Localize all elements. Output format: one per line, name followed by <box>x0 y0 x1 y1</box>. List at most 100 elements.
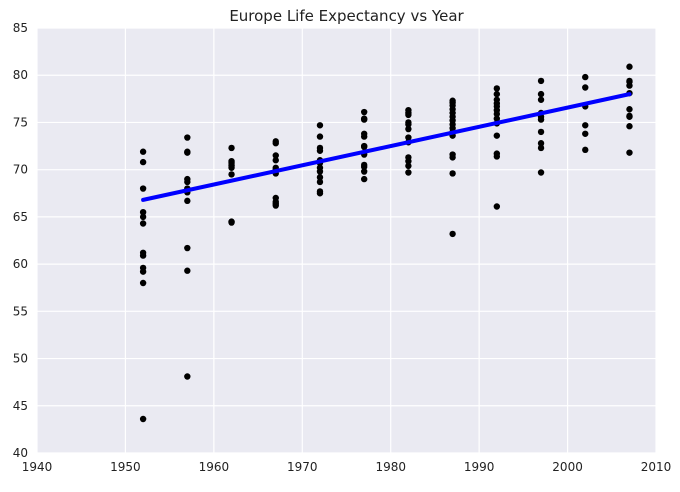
data-point <box>537 144 545 152</box>
data-point <box>493 132 501 139</box>
y-tick-label: 70 <box>13 163 28 177</box>
data-point <box>493 90 501 98</box>
data-point <box>139 208 147 216</box>
data-point <box>139 158 147 166</box>
data-point <box>228 157 235 165</box>
data-point <box>537 169 545 176</box>
data-point <box>626 149 633 156</box>
data-point <box>228 144 235 152</box>
data-point <box>582 130 589 137</box>
data-point <box>405 154 412 161</box>
data-point <box>360 161 368 169</box>
data-point <box>139 213 147 221</box>
plot-area <box>37 28 656 453</box>
data-point <box>139 249 147 256</box>
data-point <box>360 168 368 175</box>
data-point <box>184 175 191 183</box>
data-point <box>405 119 412 126</box>
y-tick-label: 50 <box>13 352 28 366</box>
data-point <box>537 96 545 103</box>
data-point <box>449 151 456 158</box>
data-point <box>360 142 368 150</box>
data-point <box>272 138 279 145</box>
x-axis-ticks: 1940 1950 1960 1970 1980 1990 2000 2010 <box>22 460 672 474</box>
data-point <box>228 218 235 225</box>
y-tick-label: 80 <box>13 68 28 82</box>
y-tick-label: 60 <box>13 257 28 271</box>
data-point <box>360 115 368 122</box>
x-tick-label: 1980 <box>375 460 406 474</box>
data-point <box>316 122 324 129</box>
data-point <box>537 77 545 85</box>
data-point <box>139 220 147 227</box>
y-tick-label: 85 <box>13 21 28 35</box>
data-point <box>316 178 324 186</box>
data-point <box>449 97 456 104</box>
data-point <box>272 194 279 202</box>
data-point <box>537 140 545 147</box>
chart-title: Europe Life Expectancy vs Year <box>229 7 464 25</box>
data-point <box>493 115 501 122</box>
data-point <box>405 125 412 133</box>
y-tick-label: 45 <box>13 399 28 413</box>
data-point <box>582 146 589 154</box>
x-tick-label: 1990 <box>464 460 495 474</box>
grid-lines <box>36 27 657 454</box>
regression-line <box>141 92 632 202</box>
data-point <box>184 148 191 155</box>
data-point <box>316 133 324 140</box>
x-tick-label: 1970 <box>287 460 318 474</box>
data-point <box>139 415 147 423</box>
data-point <box>626 63 633 70</box>
data-point <box>626 106 633 113</box>
data-point <box>582 84 589 91</box>
data-point <box>493 150 501 157</box>
data-point <box>139 264 147 272</box>
data-point <box>184 197 191 205</box>
data-point <box>184 244 191 252</box>
x-tick-label: 1940 <box>22 460 53 474</box>
x-tick-label: 2000 <box>552 460 583 474</box>
x-tick-label: 2010 <box>641 460 672 474</box>
data-point <box>582 73 589 81</box>
data-point <box>582 122 589 129</box>
data-point <box>537 128 545 136</box>
data-point <box>493 96 501 103</box>
y-tick-label: 40 <box>13 446 28 460</box>
data-point <box>184 134 191 141</box>
data-point <box>405 106 412 114</box>
y-tick-label: 55 <box>13 304 28 318</box>
data-point <box>272 152 279 159</box>
y-axis-ticks: 40 45 50 55 60 65 70 75 80 85 <box>13 21 28 460</box>
data-point <box>626 77 633 85</box>
data-point <box>493 85 501 92</box>
data-point <box>537 90 545 98</box>
data-point <box>316 174 324 181</box>
data-point <box>626 112 633 120</box>
data-point <box>360 130 368 137</box>
data-point <box>360 108 368 116</box>
data-point <box>316 164 324 171</box>
data-point <box>139 185 147 192</box>
data-point <box>449 170 456 177</box>
x-tick-label: 1950 <box>110 460 141 474</box>
data-point <box>272 157 279 164</box>
data-point <box>139 148 147 155</box>
data-point <box>228 171 235 178</box>
data-point <box>360 175 368 183</box>
data-point <box>316 144 324 152</box>
regression-line-group <box>141 92 632 202</box>
data-point <box>405 162 412 170</box>
data-point <box>449 230 456 238</box>
data-point <box>184 373 191 380</box>
data-point <box>405 134 412 141</box>
data-point <box>493 203 501 210</box>
data-point <box>184 267 191 274</box>
y-tick-label: 75 <box>13 115 28 129</box>
data-point <box>626 123 633 130</box>
x-tick-label: 1960 <box>199 460 230 474</box>
data-point <box>405 169 412 176</box>
data-point <box>139 279 147 287</box>
